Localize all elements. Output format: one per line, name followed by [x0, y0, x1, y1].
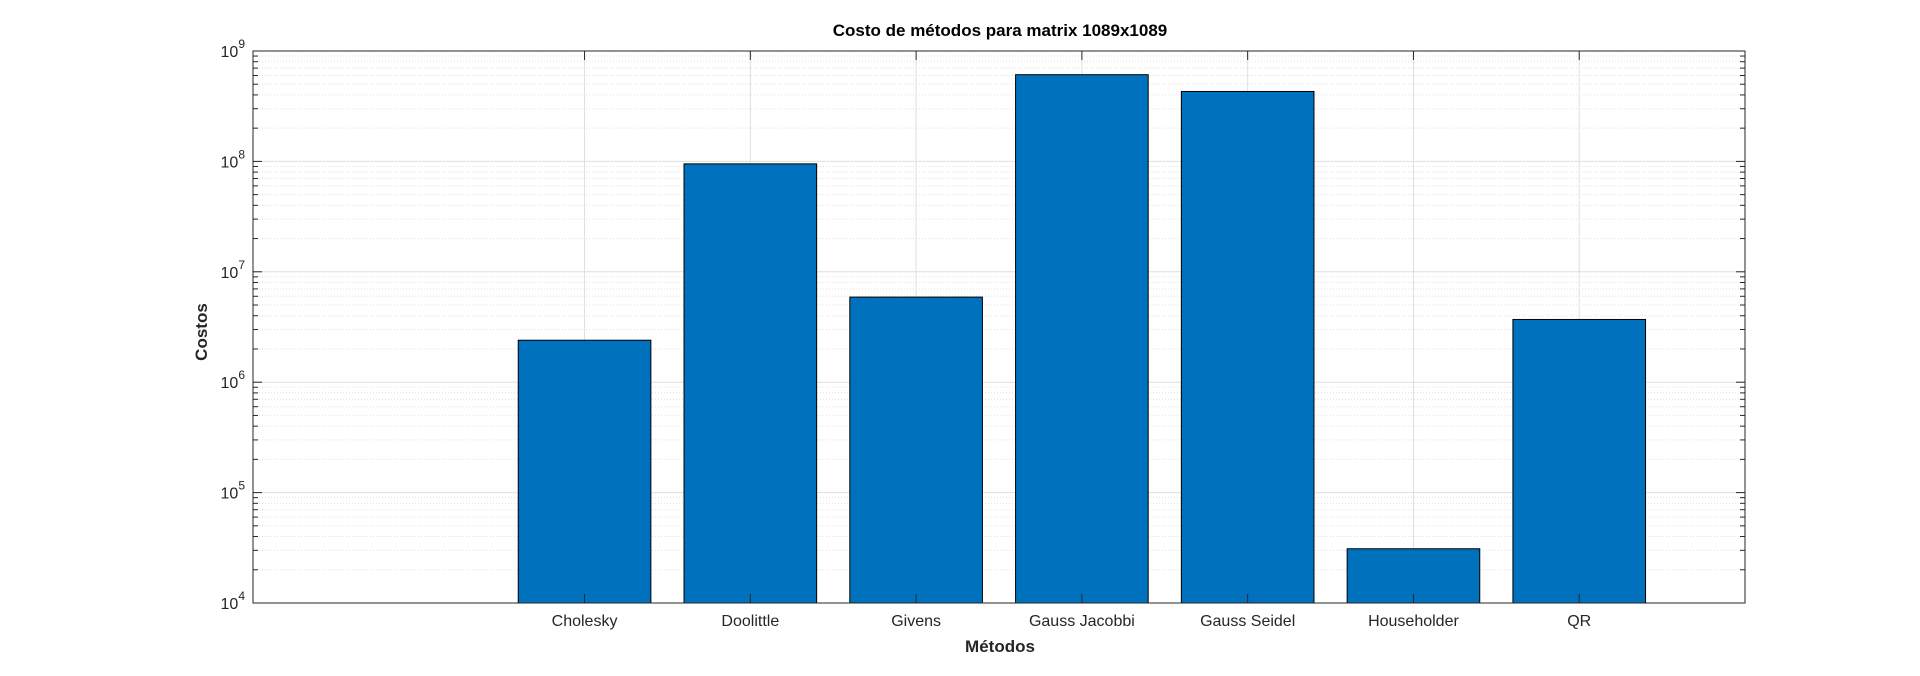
y-tick-labels: 104 105 106 107 108 109 [221, 37, 246, 613]
x-axis-title: Métodos [965, 637, 1035, 656]
bar-gauss-seidel [1180, 90, 1315, 604]
chart-title: Costo de métodos para matrix 1089x1089 [833, 21, 1167, 40]
bars [517, 74, 1647, 604]
y-tick-label: 106 [221, 368, 246, 392]
bar-qr [1512, 318, 1647, 604]
y-tick-label: 108 [221, 147, 246, 171]
y-tick-label: 105 [221, 479, 246, 503]
bar-cholesky [517, 339, 652, 604]
bar-doolittle [683, 163, 818, 604]
x-tick-labels: Cholesky Doolittle Givens Gauss Jacobbi Gaus… [552, 613, 1592, 630]
x-tick-label: Givens [891, 613, 941, 630]
bar-householder [1346, 548, 1481, 604]
y-axis-title: Costos [192, 303, 211, 361]
bar-givens [849, 296, 983, 604]
x-tick-label: Gauss Jacobbi [1029, 613, 1135, 630]
y-tick-label: 107 [221, 258, 246, 282]
x-tick-label: Doolittle [721, 613, 779, 630]
x-tick-label: Householder [1368, 613, 1459, 630]
bar-gauss-jacobbi [1015, 74, 1149, 604]
y-tick-label: 104 [221, 589, 246, 613]
x-tick-label: Gauss Seidel [1200, 613, 1295, 630]
plot-frame [252, 50, 1746, 604]
x-tick-label: QR [1567, 613, 1591, 630]
x-tick-label: Cholesky [552, 613, 618, 630]
axis-ticks [253, 50, 1745, 604]
y-tick-label: 109 [221, 37, 246, 61]
